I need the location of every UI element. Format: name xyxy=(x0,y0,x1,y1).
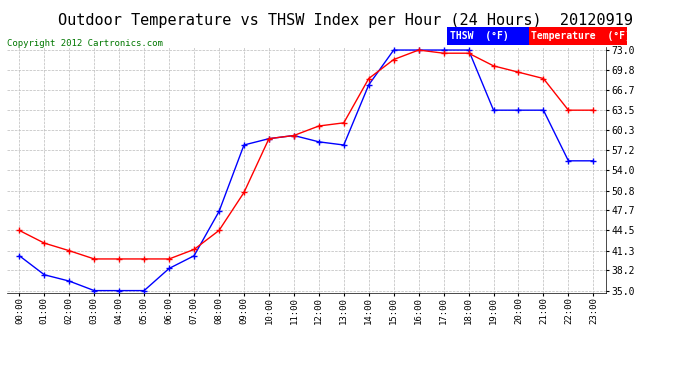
Text: Copyright 2012 Cartronics.com: Copyright 2012 Cartronics.com xyxy=(7,39,163,48)
Text: Outdoor Temperature vs THSW Index per Hour (24 Hours)  20120919: Outdoor Temperature vs THSW Index per Ho… xyxy=(57,13,633,28)
Text: Temperature  (°F): Temperature (°F) xyxy=(531,31,631,41)
Text: THSW  (°F): THSW (°F) xyxy=(450,31,509,41)
